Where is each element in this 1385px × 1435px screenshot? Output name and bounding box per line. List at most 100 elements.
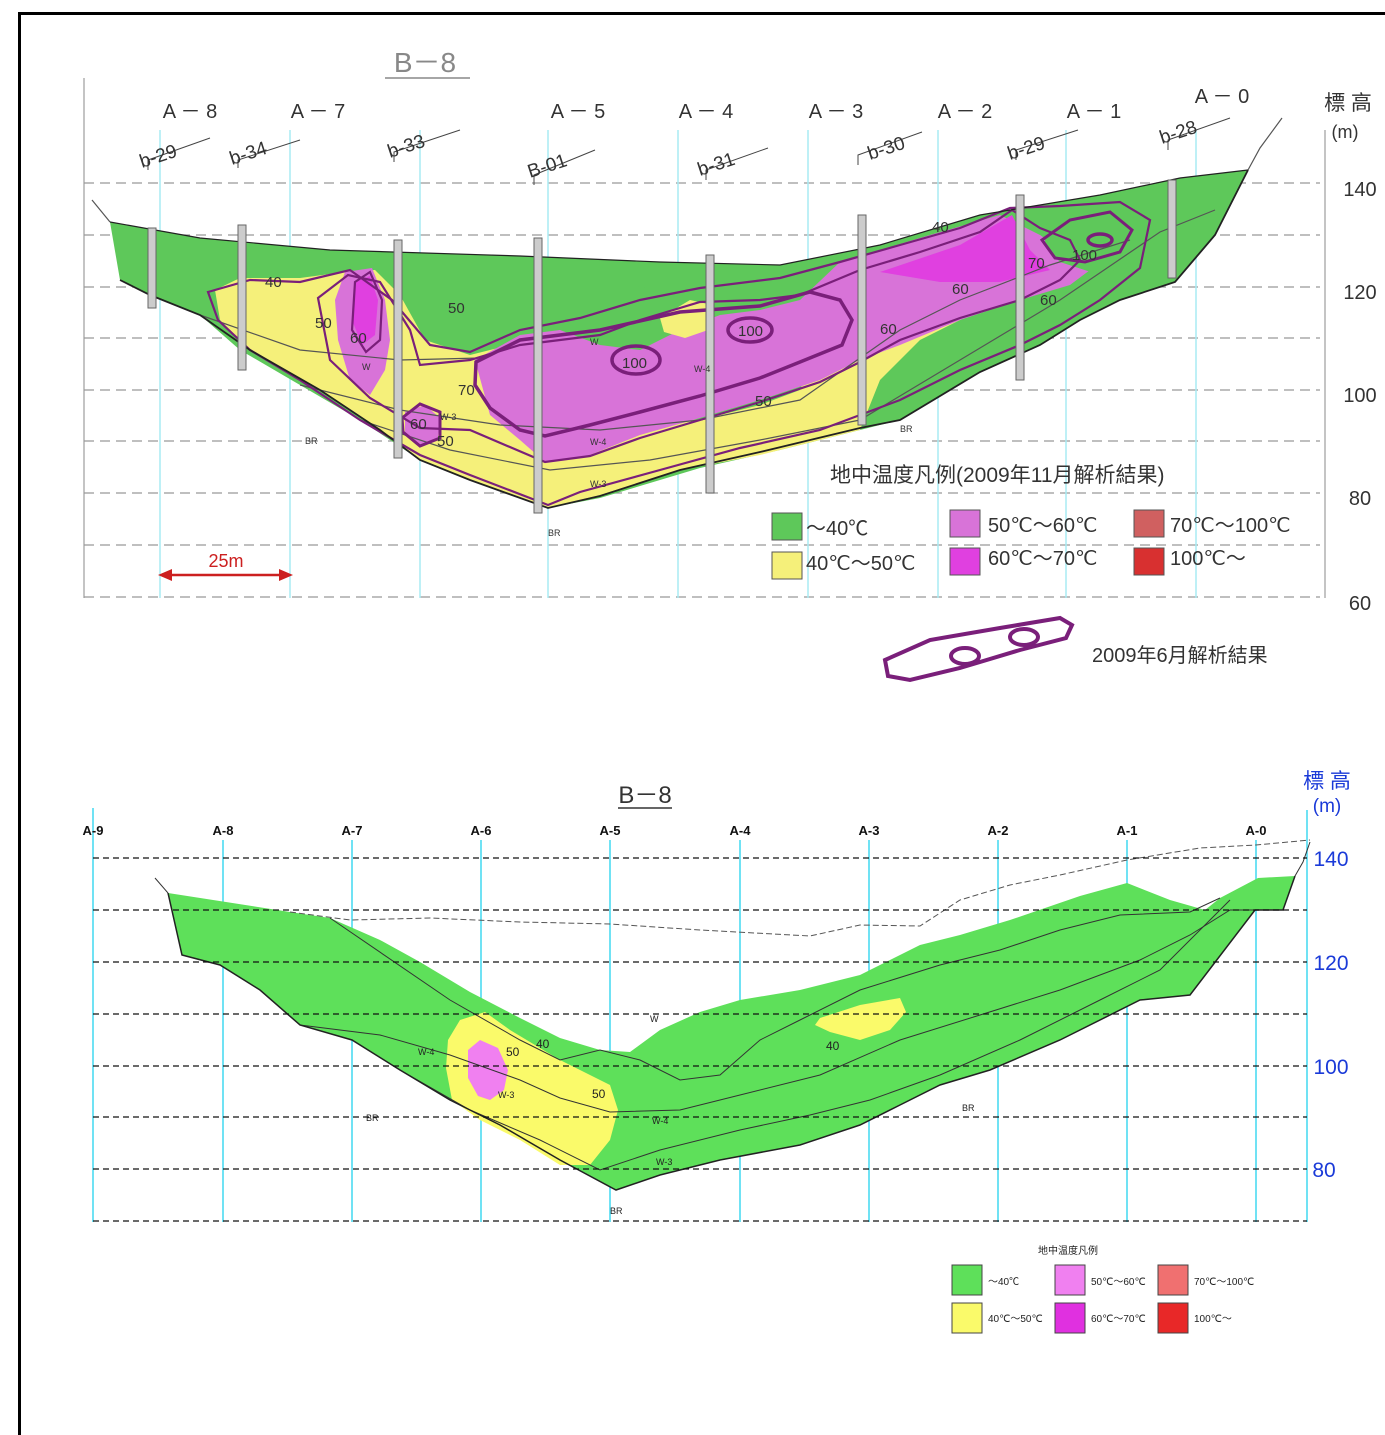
legend-label: 60℃～70℃ — [1091, 1314, 1146, 1325]
contour-label: 70 — [1028, 255, 1045, 272]
lower-station-label: A-7 — [342, 823, 363, 838]
borehole-label: b-29 — [137, 141, 180, 173]
lower-contour-labels: 40 50 50 40 — [506, 1037, 840, 1101]
lower-surface-dashed — [289, 839, 1311, 937]
geo-label: BR — [305, 436, 318, 446]
lower-station-label: A-9 — [83, 823, 104, 838]
legend-swatch — [1133, 509, 1165, 538]
contour-label: 60 — [952, 281, 969, 298]
upper-station-labels: A － 8 A － 7 A － 5 A － 4 A － 3 A － 2 A － … — [163, 86, 1249, 123]
legend-label: 40℃～50℃ — [988, 1314, 1043, 1325]
borehole-label: b-31 — [695, 149, 738, 181]
borehole-label: b-29 — [1005, 133, 1048, 165]
upper-elevation-axis: 標 高 (m) 140 120 100 80 60 — [1324, 92, 1377, 615]
contour-label: 50 — [315, 315, 332, 332]
upper-station-label: A － 2 — [938, 101, 992, 123]
contour-label: 100 — [622, 355, 647, 372]
lower-station-label: A-0 — [1246, 823, 1267, 838]
geo-label: BR — [548, 528, 561, 538]
elev-unit: (m) — [1332, 122, 1359, 142]
lower-legend-title: 地中温度凡例 — [1038, 1244, 1098, 1257]
contour-label: 50 — [448, 300, 465, 317]
lower-zone-40-50-right — [815, 998, 906, 1040]
borehole-label: b-30 — [865, 133, 908, 165]
lower-zone-50-60 — [468, 1040, 508, 1100]
upper-section-title: B－8 — [394, 47, 456, 78]
upper-station-label: A － 8 — [163, 101, 217, 123]
upper-station-label: A － 1 — [1067, 101, 1121, 123]
upper-borehole-labels: b-29 b-34 b-33 B-01 b-31 b-30 b-29 b-28 — [137, 117, 1200, 183]
elev-unit: (m) — [1313, 796, 1341, 817]
contour-label: 60 — [1040, 292, 1057, 309]
lower-bedrock-line — [167, 875, 1296, 1191]
lower-elevation-gridlines — [93, 857, 1307, 1222]
legend-swatch — [949, 509, 981, 538]
lower-station-label: A-3 — [859, 823, 880, 838]
contour-label: 50 — [437, 433, 454, 450]
elev-tick: 60 — [1349, 593, 1371, 615]
contour-label: 40 — [265, 274, 282, 291]
geo-label: W-3 — [656, 1157, 672, 1167]
legend-swatch — [1133, 547, 1165, 576]
upper-station-label: A － 5 — [551, 101, 605, 123]
geo-label: W — [362, 362, 371, 372]
contour-label: 100 — [1072, 247, 1097, 264]
upper-contour-labels: 40 50 60 50 70 60 50 100 100 50 40 60 60… — [265, 219, 1097, 450]
upper-station-label: A － 0 — [1195, 86, 1249, 108]
lower-station-label: A-5 — [600, 823, 621, 838]
contour-label: 40 — [932, 219, 949, 236]
borehole-label: b-28 — [1157, 117, 1200, 149]
lower-station-label: A-6 — [471, 823, 492, 838]
elev-title: 標 高 — [1324, 92, 1372, 115]
upper-station-label: A － 4 — [679, 101, 733, 123]
contour-label: 60 — [410, 416, 427, 433]
geo-label: W-3 — [440, 412, 456, 422]
lower-legend: 地中温度凡例 ～40℃ 50℃～60℃ 70℃～100℃ 40℃～50℃ 60℃… — [951, 1244, 1254, 1334]
legend-label: ～40℃ — [806, 518, 868, 540]
upper-station-label: A － 7 — [291, 101, 345, 123]
borehole-label: b-33 — [385, 131, 428, 163]
upper-station-label: A － 3 — [809, 101, 863, 123]
upper-zone-green-right — [1045, 208, 1160, 275]
elev-tick: 80 — [1312, 1159, 1335, 1182]
contour-label: 40 — [536, 1037, 550, 1051]
lower-station-label: A-2 — [988, 823, 1009, 838]
legend-label: 50℃～60℃ — [988, 515, 1097, 537]
upper-june-100-rings — [610, 232, 1114, 376]
geo-label: W — [590, 337, 599, 347]
geo-label: W-4 — [652, 1116, 668, 1126]
elev-tick: 140 — [1313, 848, 1348, 871]
legend-label: 70℃～100℃ — [1170, 515, 1291, 537]
drawing-frame — [18, 12, 1385, 1435]
legend-swatch — [949, 547, 981, 576]
geo-label: W-4 — [590, 437, 606, 447]
upper-borehole-leaders — [147, 117, 1231, 185]
lower-section: B－8 A-9 A-8 A-7 A-6 A-5 A-4 A-3 A-2 A-1 … — [83, 770, 1351, 1334]
june-contour-sample — [882, 615, 1075, 683]
lower-station-label: A-4 — [730, 823, 752, 838]
elev-tick: 100 — [1343, 385, 1376, 407]
upper-june-contours — [206, 200, 1152, 507]
upper-zone-60-70 — [880, 215, 1050, 282]
upper-section: 25m B－8 A － 8 A － 7 A － 5 A － 4 A － 3 A … — [83, 47, 1377, 683]
lower-elevation-axis: 標 高 (m) 140 120 100 80 — [1303, 770, 1351, 1182]
upper-bedrock-line — [119, 169, 1249, 509]
contour-label: 60 — [880, 321, 897, 338]
legend-swatch — [951, 1302, 983, 1334]
contour-label: 40 — [826, 1039, 840, 1053]
legend-swatch — [1054, 1302, 1086, 1334]
lower-geology-labels: W W-4 W-3 BR W-4 W-3 BR BR — [366, 1014, 975, 1216]
geo-label: W — [650, 1014, 659, 1024]
upper-legend: 地中温度凡例(2009年11月解析結果) ～40℃ 50℃～60℃ 70℃～10… — [771, 464, 1291, 683]
contour-label: 60 — [350, 330, 367, 347]
lower-zone-below-40 — [168, 876, 1295, 1190]
upper-geology-labels: W W-3 BR W-4 W W-3 W-4 BR BR — [305, 337, 913, 538]
lower-terrain-lines — [154, 841, 1311, 1171]
legend-swatch — [1157, 1302, 1189, 1334]
legend-swatch — [1054, 1264, 1086, 1296]
geo-label: BR — [900, 424, 913, 434]
geo-label: W-3 — [498, 1090, 514, 1100]
upper-surface-line — [109, 169, 1249, 266]
elev-tick: 80 — [1349, 488, 1371, 510]
contour-label: 70 — [458, 382, 475, 399]
